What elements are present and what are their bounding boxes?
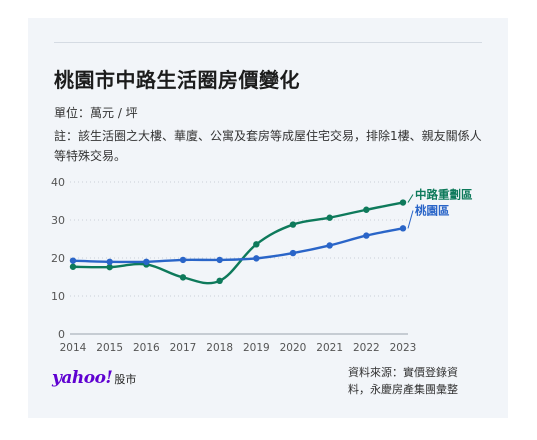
data-point — [289, 221, 297, 228]
data-point — [289, 249, 297, 257]
x-tick-label: 2019 — [243, 342, 270, 354]
data-point — [326, 242, 333, 249]
series-label: 中路重劃區 — [415, 188, 473, 202]
x-tick-label: 2017 — [170, 342, 197, 354]
source-note: 資料來源：實價登錄資料，永慶房產集團彙整 — [348, 366, 458, 396]
data-point — [179, 274, 187, 281]
y-tick-label: 10 — [51, 290, 65, 303]
x-tick-label: 2021 — [316, 342, 343, 354]
data-point — [253, 255, 260, 262]
x-tick-label: 2018 — [206, 342, 233, 354]
data-point — [326, 214, 333, 221]
x-tick-label: 2014 — [60, 342, 87, 354]
x-tick-label: 2023 — [390, 342, 417, 354]
top-divider — [54, 42, 482, 43]
data-point — [106, 263, 113, 271]
x-tick-label: 2022 — [353, 342, 380, 354]
data-point — [399, 225, 407, 232]
chart-title: 桃園市中路生活圈房價變化 — [54, 68, 300, 92]
series-label: 桃園區 — [415, 204, 450, 218]
data-point — [69, 257, 77, 264]
y-tick-label: 40 — [51, 176, 65, 189]
series-label-connector — [407, 210, 414, 229]
line-chart: 0 10 20 30 40 2014 2015 2016 2017 2018 2019 2020 202… — [51, 176, 473, 354]
y-tick-label: 30 — [51, 214, 65, 227]
series-label-connector — [407, 194, 414, 203]
unit-label: 單位：萬元 / 坪 — [54, 106, 138, 120]
brand-section-label: 股市 — [114, 373, 137, 386]
data-point — [216, 277, 223, 284]
data-point — [399, 199, 407, 206]
chart-card: 桃園市中路生活圈房價變化 單位：萬元 / 坪 註：該生活圈之大樓、華廈、公寓及套… — [28, 18, 508, 418]
x-tick-label: 2015 — [96, 342, 123, 354]
y-tick-label: 0 — [58, 328, 65, 341]
footnote: 註：該生活圈之大樓、華廈、公寓及套房等成屋住宅交易，排除1樓、親友關係人等特殊交… — [54, 129, 482, 163]
data-point — [69, 263, 77, 270]
data-point — [253, 241, 260, 248]
x-tick-label: 2020 — [280, 342, 307, 354]
y-tick-label: 20 — [51, 252, 65, 265]
series-line — [72, 227, 404, 264]
brand: yahoo! 股市 — [52, 368, 136, 388]
data-point — [363, 206, 370, 213]
data-point — [179, 256, 187, 264]
x-tick-label: 2016 — [133, 342, 160, 354]
yahoo-logo: yahoo! — [52, 368, 113, 388]
data-point — [216, 256, 223, 264]
data-point — [143, 258, 150, 265]
data-point — [363, 232, 370, 239]
series-line — [72, 201, 404, 285]
data-point — [106, 258, 113, 265]
